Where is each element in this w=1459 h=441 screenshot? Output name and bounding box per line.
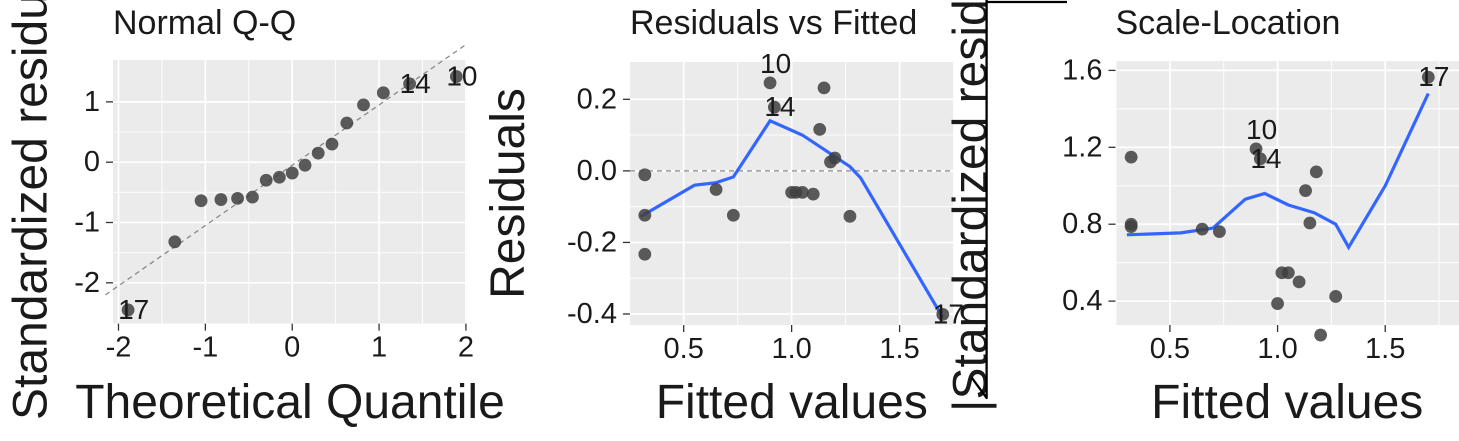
svg-text:2: 2 xyxy=(458,332,474,364)
svg-text:17: 17 xyxy=(118,294,149,325)
svg-text:14: 14 xyxy=(1250,143,1281,174)
svg-text:Normal Q-Q: Normal Q-Q xyxy=(113,4,296,42)
svg-text:0.5: 0.5 xyxy=(664,333,704,365)
svg-text:-2: -2 xyxy=(74,267,100,299)
svg-text:Fitted values: Fitted values xyxy=(656,376,928,429)
svg-text:1.2: 1.2 xyxy=(1062,131,1102,163)
svg-text:Scale-Location: Scale-Location xyxy=(1116,4,1341,42)
svg-text:-0.2: -0.2 xyxy=(567,226,617,258)
svg-text:-1: -1 xyxy=(74,206,100,238)
svg-text:14: 14 xyxy=(400,68,431,99)
svg-text:0: 0 xyxy=(84,146,100,178)
svg-text:10: 10 xyxy=(1246,114,1277,145)
svg-text:|Standardized residuals|: |Standardized residuals| xyxy=(945,0,998,412)
svg-text:-2: -2 xyxy=(106,332,132,364)
svg-text:0.4: 0.4 xyxy=(1062,285,1102,317)
svg-text:14: 14 xyxy=(764,91,795,122)
svg-text:1.6: 1.6 xyxy=(1062,54,1102,86)
svg-text:0.0: 0.0 xyxy=(577,155,617,187)
svg-text:1.0: 1.0 xyxy=(771,333,811,365)
svg-text:Theoretical Quantile: Theoretical Quantile xyxy=(75,376,505,429)
svg-text:-1: -1 xyxy=(192,332,218,364)
svg-text:Residuals: Residuals xyxy=(482,88,535,299)
svg-text:-0.4: -0.4 xyxy=(567,298,617,330)
svg-text:0.8: 0.8 xyxy=(1062,208,1102,240)
svg-text:0.2: 0.2 xyxy=(577,83,617,115)
svg-text:17: 17 xyxy=(1418,61,1449,92)
svg-text:Standardized residuals: Standardized residuals xyxy=(5,0,58,420)
svg-text:0.5: 0.5 xyxy=(1150,333,1190,365)
svg-text:0: 0 xyxy=(284,332,300,364)
svg-text:10: 10 xyxy=(446,61,477,92)
svg-text:1: 1 xyxy=(84,86,100,118)
svg-text:1.5: 1.5 xyxy=(1365,333,1405,365)
svg-text:10: 10 xyxy=(760,48,791,79)
svg-text:1.0: 1.0 xyxy=(1257,333,1297,365)
svg-text:1.5: 1.5 xyxy=(879,333,919,365)
svg-text:Residuals vs Fitted: Residuals vs Fitted xyxy=(630,4,917,42)
svg-text:1: 1 xyxy=(371,332,387,364)
svg-text:Fitted values: Fitted values xyxy=(1151,376,1423,429)
